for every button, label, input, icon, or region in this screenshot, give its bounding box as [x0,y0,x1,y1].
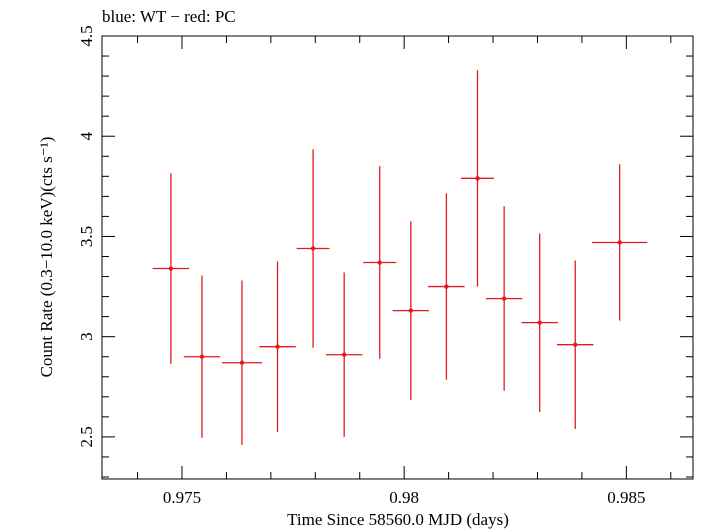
data-point [152,173,190,364]
data-point [325,272,363,437]
data-marker [275,344,280,349]
y-axis-label: Count Rate (0.3−10.0 keV)(cts s⁻¹) [37,137,56,378]
data-point [557,260,594,429]
y-tick-label: 4 [77,131,96,140]
data-point [592,164,648,321]
data-point [183,275,221,438]
y-tick-label: 3 [77,332,96,341]
data-marker [537,320,542,325]
data-marker [475,176,480,181]
y-axis: 2.5 3 3.5 4 4.5 [77,25,693,478]
data-series [152,70,648,445]
data-point [485,206,523,391]
x-axis-label: Time Since 58560.0 MJD (days) [287,510,509,529]
x-tick-label: 0.985 [607,488,645,507]
x-tick-label: 0.98 [389,488,419,507]
y-tick-label: 2.5 [77,426,96,447]
data-marker [408,308,414,313]
x-tick-label: 0.975 [163,488,201,507]
data-point [363,166,397,359]
data-marker [199,354,205,359]
data-marker [377,260,382,265]
x-axis: 0.975 0.98 0.985 [137,36,672,507]
data-point [259,261,296,432]
data-marker [573,342,578,347]
chart-title: blue: WT − red: PC [102,7,236,26]
data-marker [444,284,449,289]
data-point [428,193,465,380]
data-marker [310,246,316,251]
data-marker [501,296,507,301]
data-marker [168,266,174,271]
data-point [461,70,494,287]
y-tick-label: 4.5 [77,25,96,46]
data-marker [617,240,622,245]
data-marker [239,360,245,365]
data-point [521,233,558,412]
data-marker [341,352,347,357]
data-point [221,280,262,445]
y-tick-label: 3.5 [77,226,96,247]
data-point [296,149,330,348]
data-point [392,221,430,400]
plot-frame [101,35,694,480]
